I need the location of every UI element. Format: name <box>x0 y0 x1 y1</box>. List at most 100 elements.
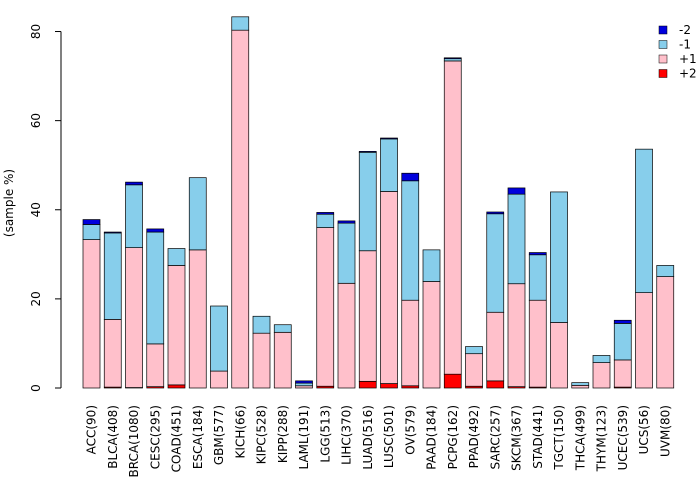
category-label: THCA(499) <box>573 405 587 471</box>
category-label: GBM(577) <box>212 405 226 465</box>
bar-segment-minus2 <box>317 212 334 214</box>
bar-stack <box>296 381 313 388</box>
bar-stack <box>444 58 461 388</box>
bar-segment-plus2 <box>168 385 185 388</box>
bar-segment-minus1 <box>211 306 228 371</box>
legend-swatch <box>659 70 667 78</box>
category-label: PAAD(184) <box>425 405 439 470</box>
category-label: TGCT(150) <box>552 405 566 471</box>
category-label: CESC(295) <box>148 405 162 469</box>
bar-segment-minus1 <box>572 383 589 386</box>
bar-stack <box>338 221 355 388</box>
bar-segment-plus2 <box>359 381 376 388</box>
bar-stack <box>402 173 419 388</box>
legend-label: -1 <box>679 38 691 52</box>
legend-label: -2 <box>679 23 691 37</box>
y-tick-label: 20 <box>29 291 43 306</box>
bar-segment-plus1 <box>572 385 589 388</box>
bar-stack <box>572 383 589 388</box>
bar-stack <box>359 151 376 388</box>
legend-swatch <box>659 26 667 34</box>
bar-segment-minus1 <box>338 223 355 283</box>
legend-swatch <box>659 41 667 49</box>
bar-segment-minus1 <box>529 255 546 300</box>
category-labels: ACC(90)BLCA(408)BRCA(1080)CESC(295)COAD(… <box>85 405 673 477</box>
bar-segment-plus1 <box>593 363 610 388</box>
bar-segment-minus2 <box>614 320 631 323</box>
bar-stack <box>381 138 398 388</box>
bar-segment-minus1 <box>614 323 631 360</box>
bar-stack <box>253 316 270 388</box>
bar-stack <box>104 232 121 388</box>
category-label: UCS(56) <box>637 405 651 454</box>
category-label: KIPC(528) <box>255 405 269 464</box>
bar-segment-plus1 <box>126 248 143 388</box>
y-axis-title: (sample %) <box>2 169 16 237</box>
bar-segment-plus1 <box>83 240 100 388</box>
bar-segment-minus2 <box>487 212 504 214</box>
category-label: LIHC(370) <box>340 405 354 465</box>
category-label: PCPG(162) <box>446 405 460 469</box>
bar-segment-minus1 <box>593 355 610 362</box>
bar-segment-minus2 <box>296 381 313 383</box>
bar-segment-plus1 <box>444 61 461 374</box>
bar-stack <box>487 212 504 388</box>
bar-stack <box>317 212 334 388</box>
category-label: COAD(451) <box>170 405 184 472</box>
bar-segment-plus1 <box>508 284 525 387</box>
y-tick-label: 60 <box>29 113 43 128</box>
bar-segment-minus2 <box>359 151 376 152</box>
bar-segment-plus1 <box>211 371 228 388</box>
bar-stack <box>147 229 164 388</box>
bar-stack <box>593 355 610 388</box>
bar-segment-minus2 <box>104 232 121 233</box>
bar-stack <box>466 347 483 388</box>
category-label: SARC(257) <box>488 405 502 469</box>
category-label: ESCA(184) <box>191 405 205 469</box>
category-label: BLCA(408) <box>106 405 120 469</box>
bar-stack <box>529 253 546 388</box>
bar-segment-plus1 <box>636 293 653 388</box>
bar-stack <box>232 17 249 388</box>
bar-segment-plus1 <box>657 277 674 388</box>
bar-segment-minus2 <box>402 173 419 181</box>
bar-segment-minus1 <box>402 181 419 300</box>
category-label: BRCA(1080) <box>127 405 141 477</box>
bar-segment-plus1 <box>529 300 546 387</box>
y-tick-label: 40 <box>29 202 43 217</box>
bar-segment-minus1 <box>423 250 440 282</box>
bar-segment-minus1 <box>636 149 653 292</box>
bar-segment-minus2 <box>508 188 525 194</box>
bar-segment-minus1 <box>487 214 504 312</box>
bar-segment-minus1 <box>296 383 313 386</box>
bar-segment-minus2 <box>126 182 143 185</box>
bar-segment-minus1 <box>189 178 206 250</box>
bar-segment-plus1 <box>274 332 291 388</box>
bar-segment-minus2 <box>83 220 100 225</box>
bar-segment-minus2 <box>338 221 355 223</box>
bar-segment-plus2 <box>444 374 461 388</box>
category-label: LUSC(501) <box>382 405 396 468</box>
bar-segment-plus1 <box>253 333 270 388</box>
bar-stack <box>274 325 291 388</box>
bar-segment-minus2 <box>444 58 461 59</box>
bar-segment-plus1 <box>232 30 249 388</box>
bar-segment-minus1 <box>551 192 568 323</box>
bar-segment-plus1 <box>168 265 185 384</box>
bar-segment-plus1 <box>487 312 504 381</box>
bar-segment-plus1 <box>551 322 568 388</box>
bar-stack <box>551 192 568 388</box>
bar-segment-minus1 <box>83 224 100 239</box>
bar-stack <box>211 306 228 388</box>
bar-segment-minus1 <box>317 214 334 227</box>
bar-segment-plus1 <box>147 344 164 387</box>
bar-segment-plus1 <box>317 228 334 387</box>
bar-segment-minus1 <box>104 233 121 319</box>
bar-segment-plus1 <box>104 319 121 387</box>
bar-stack <box>508 188 525 388</box>
category-label: SKCM(367) <box>510 405 524 471</box>
category-label: OV(579) <box>403 405 417 455</box>
bar-segment-plus2 <box>381 384 398 388</box>
